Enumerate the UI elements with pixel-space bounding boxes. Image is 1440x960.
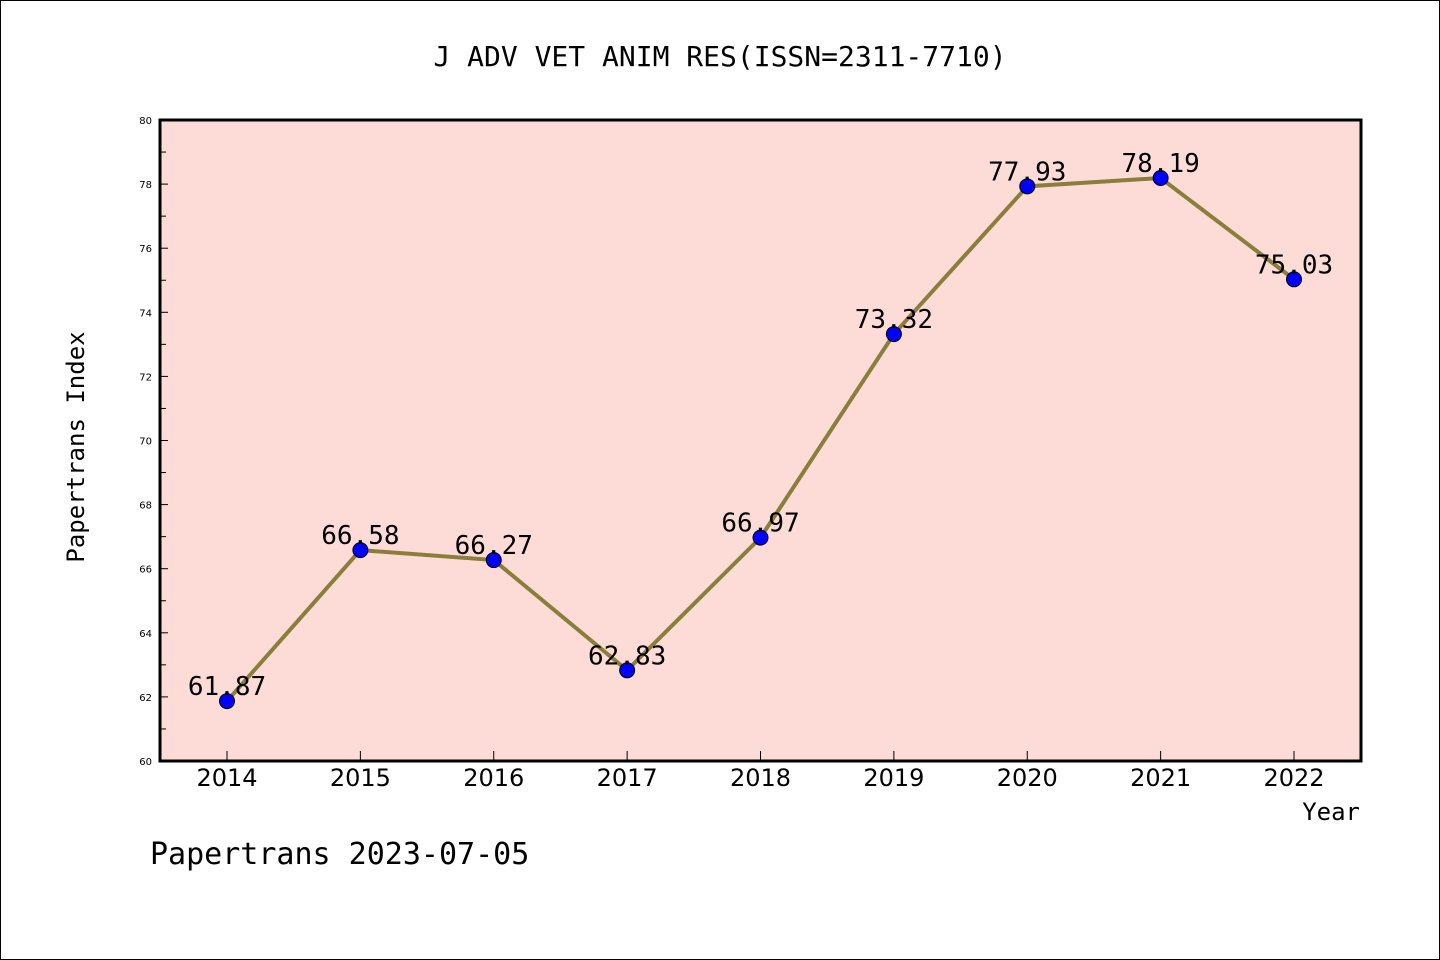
data-label: 73.32 [855,305,933,335]
y-axis: 60 62 64 66 68 70 72 74 76 78 80 [139,116,168,768]
data-label: 66.27 [455,531,533,561]
x-tick-label: 2019 [863,764,924,792]
data-markers [219,170,1302,710]
y-tick-label: 66 [139,565,152,576]
x-tick-label: 2022 [1263,764,1324,792]
footer-text: Papertrans 2023-07-05 [150,837,529,872]
x-tick-label: 2021 [1130,764,1191,792]
x-axis-label: Year [1302,798,1360,826]
plot-area [158,118,1363,763]
y-axis-label: Papertrans Index [62,331,90,562]
data-point [1019,178,1036,195]
chart-title: J ADV VET ANIM RES(ISSN=2311-7710) [433,40,1006,73]
x-tick-label: 2015 [330,764,391,792]
data-label: 78.19 [1121,149,1199,179]
x-tick-label: 2017 [597,764,658,792]
data-point [1152,170,1169,187]
y-tick-label: 74 [139,308,152,319]
data-point [352,542,369,559]
data-point [1286,271,1302,288]
x-tick-label: 2014 [196,764,257,792]
data-label: 61.87 [188,672,266,702]
data-label: 66.58 [321,521,399,551]
y-tick-label: 80 [139,116,152,127]
y-tick-label: 76 [139,244,152,255]
data-label: 62.83 [588,641,666,671]
y-tick-label: 68 [139,501,152,512]
y-tick-label: 60 [139,757,152,768]
x-tick-label: 2016 [463,764,524,792]
data-point [485,552,502,569]
x-tick-label: 2020 [997,764,1058,792]
data-label: 75.03 [1255,250,1333,280]
data-point [219,693,235,710]
data-label: 77.93 [988,157,1066,187]
data-labels: 61.87 66.58 66.27 62.83 66.97 73.32 77.93 78.19… [188,149,1333,702]
y-tick-label: 72 [139,372,152,383]
x-axis: 2014 2015 2016 2017 2018 2019 2020 2021 2022 [196,751,1325,792]
y-tick-label: 70 [139,437,152,448]
x-tick-label: 2018 [730,764,791,792]
data-point [752,529,769,546]
y-tick-label: 64 [139,629,152,640]
y-tick-label: 62 [139,693,152,704]
data-point [885,326,902,343]
y-tick-label: 78 [139,180,152,191]
data-label: 66.97 [721,509,799,539]
data-point [619,662,636,679]
